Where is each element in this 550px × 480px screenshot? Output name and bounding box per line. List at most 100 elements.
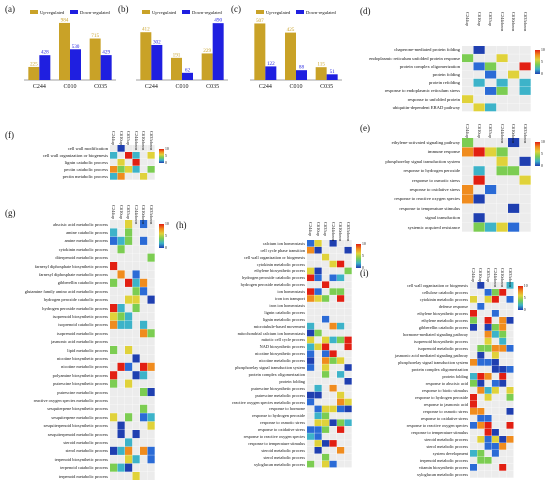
heatmap-cell — [491, 352, 499, 359]
colorbar-tick-label: 5 — [541, 60, 543, 64]
bar-c035-up — [89, 38, 101, 80]
heatmap-g-colorbar — [159, 224, 164, 248]
heatmap-cell — [496, 78, 508, 87]
heatmap-g-row-label: terpenoid catabolic process — [60, 465, 108, 471]
bar-c244-down — [39, 55, 51, 80]
heatmap-cell — [499, 324, 507, 331]
heatmap-i-row-label: response to hydrogen peroxide — [415, 394, 468, 400]
heatmap-cell — [322, 364, 330, 371]
heatmap-cell — [147, 430, 155, 439]
heatmap-cell — [322, 433, 330, 440]
heatmap-cell — [337, 336, 345, 344]
heatmap-cell — [125, 396, 133, 405]
heatmap-cell — [508, 156, 520, 166]
heatmap-d-col-label: C010down — [511, 12, 517, 32]
heatmap-cell — [519, 175, 531, 185]
heatmap-cell — [485, 46, 497, 54]
heatmap-cell — [117, 278, 125, 287]
heatmap-cell — [140, 472, 148, 480]
heatmap-cell — [329, 426, 337, 433]
heatmap-cell — [462, 54, 474, 63]
heatmap-cell — [506, 366, 514, 373]
heatmap-g-row-label: steroid metabolic process — [63, 439, 108, 445]
heatmap-g-row-label: amine catabolic process — [66, 229, 108, 235]
heatmap-cell — [485, 78, 497, 87]
heatmap-cell — [344, 343, 352, 351]
heatmap-e-row-label: response to temperature stimulus — [399, 205, 460, 211]
heatmap-cell — [307, 288, 315, 295]
heatmap-cell — [508, 62, 520, 71]
heatmap-cell — [322, 460, 330, 468]
heatmap-cell — [477, 345, 485, 352]
heatmap-cell — [117, 379, 125, 388]
heatmap-cell — [307, 378, 315, 385]
heatmap-cell — [477, 401, 485, 408]
bar-value-label: 191 — [173, 52, 181, 58]
heatmap-cell — [491, 401, 499, 408]
heatmap-cell — [496, 222, 508, 232]
heatmap-cell — [110, 404, 118, 413]
heatmap-i-row-label: ethylene biosynthetic process — [417, 310, 468, 316]
heatmap-cell — [508, 222, 520, 232]
category-label: C244 — [145, 84, 158, 90]
heatmap-f-col-label: C010up — [118, 131, 124, 145]
heatmap-cell — [314, 322, 322, 330]
heatmap-h-row-label: response to hydrogen peroxide — [252, 413, 305, 419]
bar-value-label: 122 — [267, 61, 275, 67]
panel-e-label: (e) — [360, 123, 370, 133]
colorbar-tick-label: 10 — [541, 140, 545, 144]
heatmap-cell — [307, 267, 315, 275]
heatmap-cell — [462, 138, 474, 148]
heatmap-cell — [477, 387, 485, 394]
heatmap-d-row-label: protein folding — [432, 71, 460, 77]
heatmap-cell — [132, 312, 140, 321]
heatmap-cell — [470, 282, 477, 289]
heatmap-cell — [117, 346, 125, 355]
bar-value-label: 425 — [287, 27, 295, 33]
heatmap-cell — [125, 346, 133, 355]
heatmap-cell — [508, 95, 520, 104]
heatmap-cell — [344, 433, 352, 440]
heatmap-g-row-label: amine metabolic process — [64, 238, 108, 244]
heatmap-cell — [506, 317, 514, 324]
heatmap-cell — [125, 455, 133, 464]
heatmap-cell — [132, 320, 140, 329]
heatmap-cell — [470, 471, 477, 478]
heatmap-cell — [307, 384, 315, 392]
heatmap-i-row-label: cytokinin metabolic process — [419, 296, 468, 302]
legend: Up-regulated Down-regulated — [30, 10, 111, 15]
heatmap-cell — [125, 463, 133, 472]
heatmap-cell — [484, 359, 492, 366]
heatmap-cell — [499, 296, 507, 303]
heatmap-cell — [462, 156, 474, 166]
heatmap-cell — [117, 262, 125, 271]
heatmap-cell — [329, 398, 337, 406]
heatmap-i-row-label: vitamin biosynthetic process — [418, 464, 468, 470]
heatmap-cell — [125, 312, 133, 321]
heatmap-i-row-label: isoprenoid metabolic process — [417, 345, 468, 351]
panel-g-label: (g) — [5, 208, 16, 218]
heatmap-cell — [329, 433, 337, 440]
heatmap-h-row-label: ion homeostasis — [277, 289, 305, 295]
heatmap-h-row-label: response to hormone — [269, 406, 305, 412]
heatmap-cell — [496, 185, 508, 195]
colorbar-tick-label: 5 — [165, 154, 167, 158]
heatmap-cell — [329, 240, 337, 247]
heatmap-cell — [140, 173, 148, 180]
heatmap-cell — [491, 394, 499, 401]
heatmap-g-row-label: isoprenoid biosynthetic process — [52, 313, 108, 319]
heatmap-cell — [519, 70, 531, 79]
heatmap-cell — [307, 398, 315, 406]
heatmap-cell — [508, 175, 520, 185]
heatmap-cell — [470, 429, 477, 436]
heatmap-cell — [307, 433, 315, 440]
heatmap-cell — [496, 147, 508, 157]
heatmap-f-row-label: lignin catabolic process — [64, 159, 108, 165]
heatmap-cell — [484, 366, 492, 373]
heatmap-cell — [140, 430, 148, 439]
heatmap-cell — [117, 362, 125, 371]
heatmap-h-row-label: ethylene biosynthetic process — [254, 268, 305, 274]
heatmap-h-row-label: sterol metabolic process — [263, 454, 305, 460]
bar-c244-up — [254, 23, 266, 80]
heatmap-cell — [314, 447, 322, 454]
